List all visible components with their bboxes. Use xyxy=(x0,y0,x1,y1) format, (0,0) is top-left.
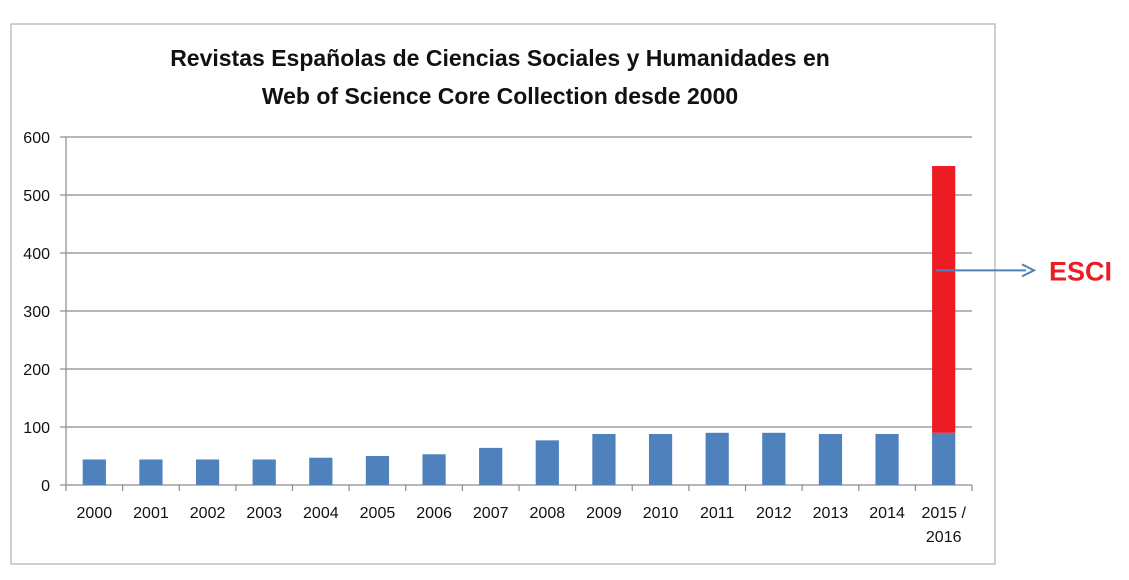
bar-series1-2013 xyxy=(818,433,843,485)
x-tick-label: 2011 xyxy=(700,505,735,522)
x-tick-label: 2016 xyxy=(926,529,962,546)
bar-series1-2012 xyxy=(762,432,786,485)
bar-series1-2014 xyxy=(875,433,899,485)
bar-series1-2015-2016 xyxy=(932,432,956,485)
x-tick-label: 2006 xyxy=(416,505,452,522)
x-tick-label: 2010 xyxy=(643,505,679,522)
bar-series1-2000 xyxy=(82,459,106,485)
annotation-label: ESCI xyxy=(1049,256,1112,286)
x-tick-label: 2004 xyxy=(303,505,339,522)
y-tick-label: 300 xyxy=(23,304,50,321)
bar-series1-2004 xyxy=(309,457,333,485)
bar-series1-2005 xyxy=(365,456,390,485)
bar-series1-2011 xyxy=(705,432,729,485)
x-tick-label: 2013 xyxy=(813,505,849,522)
x-tick-label: 2009 xyxy=(586,505,622,522)
x-tick-label: 2003 xyxy=(246,505,282,522)
y-tick-label: 400 xyxy=(23,246,50,263)
y-tick-label: 100 xyxy=(23,420,50,437)
x-tick-label: 2008 xyxy=(530,505,566,522)
x-tick-label: 2012 xyxy=(756,505,792,522)
bar-series1-2009 xyxy=(592,433,616,485)
bar-series1-2002 xyxy=(195,459,220,485)
x-tick-label: 2001 xyxy=(133,505,169,522)
bar-series1-2010 xyxy=(648,433,673,485)
x-tick-label: 2005 xyxy=(360,505,396,522)
x-tick-label: 2000 xyxy=(77,505,113,522)
x-tick-label: 2015 / xyxy=(921,505,966,522)
chart-title-line-2: Web of Science Core Collection desde 200… xyxy=(262,83,738,109)
bar-series2-2015-2016 xyxy=(932,166,956,433)
annotation-arrow-head xyxy=(1021,263,1037,278)
bar-series1-2006 xyxy=(422,454,446,485)
y-tick-label: 0 xyxy=(41,478,50,495)
x-tick-label: 2002 xyxy=(190,505,226,522)
bar-series1-2007 xyxy=(479,447,503,485)
x-tick-label: 2007 xyxy=(473,505,509,522)
y-tick-label: 500 xyxy=(23,188,50,205)
y-tick-label: 600 xyxy=(23,130,50,147)
y-tick-label: 200 xyxy=(23,362,50,379)
bar-series1-2008 xyxy=(535,440,559,485)
chart-title-line-1: Revistas Españolas de Ciencias Sociales … xyxy=(170,45,830,71)
bar-series1-2001 xyxy=(139,459,163,485)
bar-series1-2003 xyxy=(252,459,276,485)
x-tick-label: 2014 xyxy=(869,505,905,522)
